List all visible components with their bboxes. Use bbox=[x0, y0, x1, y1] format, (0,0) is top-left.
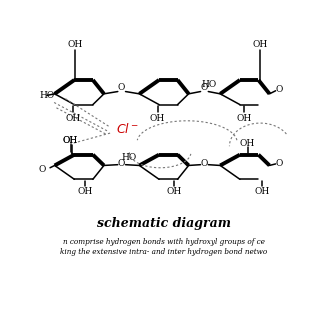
Text: O: O bbox=[38, 165, 45, 174]
Text: O: O bbox=[275, 85, 283, 94]
Text: king the extensive intra- and inter hydrogen bond netwo: king the extensive intra- and inter hydr… bbox=[60, 248, 268, 256]
Text: O: O bbox=[118, 159, 125, 168]
Text: OH: OH bbox=[240, 139, 255, 148]
Text: OH: OH bbox=[166, 187, 181, 196]
Text: O: O bbox=[201, 159, 208, 168]
Text: $Cl^-$: $Cl^-$ bbox=[116, 122, 140, 136]
Text: OH: OH bbox=[77, 187, 93, 196]
Text: schematic diagram: schematic diagram bbox=[97, 217, 231, 230]
Text: HO: HO bbox=[202, 80, 217, 89]
Text: O: O bbox=[201, 83, 208, 92]
Text: OH: OH bbox=[236, 114, 252, 123]
Text: OH: OH bbox=[63, 136, 78, 145]
Text: O: O bbox=[118, 83, 125, 92]
Text: O: O bbox=[275, 159, 283, 168]
Text: OH: OH bbox=[255, 187, 270, 196]
Text: HO: HO bbox=[39, 91, 54, 100]
Text: OH: OH bbox=[65, 114, 80, 123]
Text: OH: OH bbox=[252, 40, 268, 49]
Text: OH: OH bbox=[68, 40, 83, 49]
Text: n comprise hydrogen bonds with hydroxyl groups of ce: n comprise hydrogen bonds with hydroxyl … bbox=[63, 238, 265, 246]
Text: OH: OH bbox=[62, 136, 78, 145]
Text: OH: OH bbox=[150, 114, 165, 123]
Text: HO: HO bbox=[121, 153, 136, 162]
